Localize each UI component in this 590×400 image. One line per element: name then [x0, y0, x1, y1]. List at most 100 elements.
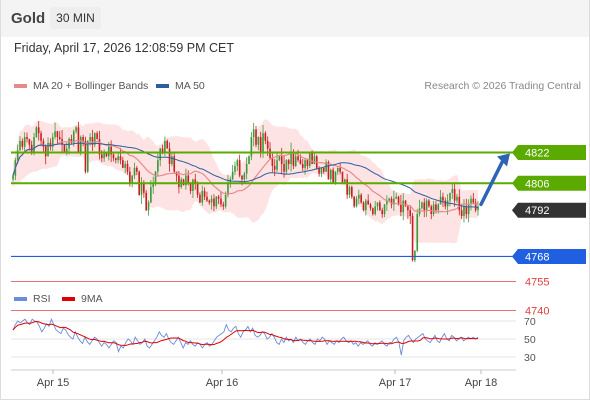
price-tag — [512, 248, 586, 264]
candle — [119, 147, 122, 165]
candle-body — [131, 175, 133, 184]
candle-body — [224, 194, 227, 207]
candle — [470, 195, 472, 211]
legend-rsi-label: RSI — [33, 293, 51, 305]
candle — [110, 140, 112, 163]
candle — [248, 155, 250, 165]
candle-body — [77, 127, 80, 153]
legend-ma50-label: MA 50 — [175, 80, 205, 92]
candle-body — [185, 175, 187, 186]
candle — [290, 142, 292, 172]
ma50-swatch — [156, 84, 169, 88]
candle — [236, 158, 239, 171]
candle — [465, 198, 468, 219]
candle-body — [470, 198, 472, 205]
candle — [152, 176, 155, 194]
candle — [369, 202, 372, 211]
rsi-line — [12, 317, 479, 356]
candle — [28, 138, 31, 151]
candle — [250, 131, 253, 161]
candle-body — [395, 196, 398, 199]
candle-body — [110, 146, 112, 155]
forecast-arrow-shaft — [479, 158, 505, 207]
candle-body — [414, 250, 416, 261]
candle-body — [220, 198, 222, 205]
candle-body — [327, 162, 330, 180]
candle — [103, 149, 105, 162]
candle-body — [320, 167, 323, 174]
candle-body — [49, 142, 52, 147]
candle-body — [346, 179, 348, 195]
candle — [136, 165, 138, 176]
level-4822: 4822 — [11, 144, 586, 160]
candle-body — [119, 156, 122, 161]
candle — [411, 212, 414, 262]
candle — [348, 185, 351, 198]
candle-body — [428, 200, 430, 207]
candle — [220, 191, 222, 208]
candle — [425, 198, 428, 217]
candle-body — [147, 202, 150, 211]
candle — [444, 197, 447, 210]
candle-body — [154, 171, 157, 184]
candle-body — [171, 156, 173, 164]
rsi-swatch — [14, 297, 27, 301]
candle — [365, 198, 367, 216]
candle — [192, 178, 194, 199]
candle-body — [311, 152, 313, 164]
candle-body — [372, 208, 374, 215]
candle-body — [397, 196, 400, 205]
candle-body — [376, 202, 379, 207]
candle — [383, 203, 386, 218]
candle-body — [37, 127, 40, 134]
candle — [353, 196, 355, 208]
candle-body — [294, 156, 297, 166]
candle-body — [432, 204, 435, 215]
price-tag-label: 4822 — [525, 147, 549, 159]
legend-ma20-label: MA 20 + Bollinger Bands — [33, 80, 149, 92]
candle-body — [425, 200, 428, 211]
candle-body — [379, 202, 381, 211]
time-label: Apr 15 — [37, 377, 69, 389]
candle-body — [299, 160, 302, 164]
candle-body — [133, 167, 136, 176]
candle — [194, 173, 197, 190]
candle — [243, 171, 246, 183]
candle-body — [75, 127, 77, 132]
candle — [124, 161, 126, 174]
candle-body — [453, 189, 456, 201]
candle-body — [199, 194, 201, 203]
candle — [70, 134, 73, 145]
candle — [409, 206, 412, 225]
candle-body — [16, 150, 19, 161]
candle — [325, 159, 327, 173]
legend-rsi-ma: 9MA — [62, 293, 103, 305]
candle-body — [65, 148, 68, 153]
candle-body — [136, 167, 138, 172]
legend-rsi: RSI — [14, 293, 51, 305]
candle — [58, 131, 61, 141]
price-tag-label: 4755 — [525, 276, 549, 288]
candle-body — [105, 152, 108, 157]
candle-body — [252, 129, 255, 138]
candle-body — [86, 140, 89, 172]
candle — [19, 136, 21, 151]
candle — [287, 158, 290, 170]
candle — [91, 130, 94, 151]
candle-body — [407, 206, 409, 211]
candle-body — [72, 131, 75, 143]
candle-body — [257, 137, 260, 145]
candle-body — [82, 137, 84, 141]
candle-body — [374, 206, 376, 215]
timeframe-badge[interactable]: 30 MIN — [50, 7, 101, 29]
candle-body — [386, 200, 388, 205]
candle — [463, 199, 465, 223]
candle — [278, 156, 281, 162]
candle — [56, 130, 59, 144]
candle — [358, 189, 360, 205]
candle-body — [367, 200, 369, 205]
candle — [395, 192, 398, 200]
candle-body — [358, 194, 360, 199]
candle — [133, 162, 136, 179]
candle-body — [339, 167, 341, 172]
